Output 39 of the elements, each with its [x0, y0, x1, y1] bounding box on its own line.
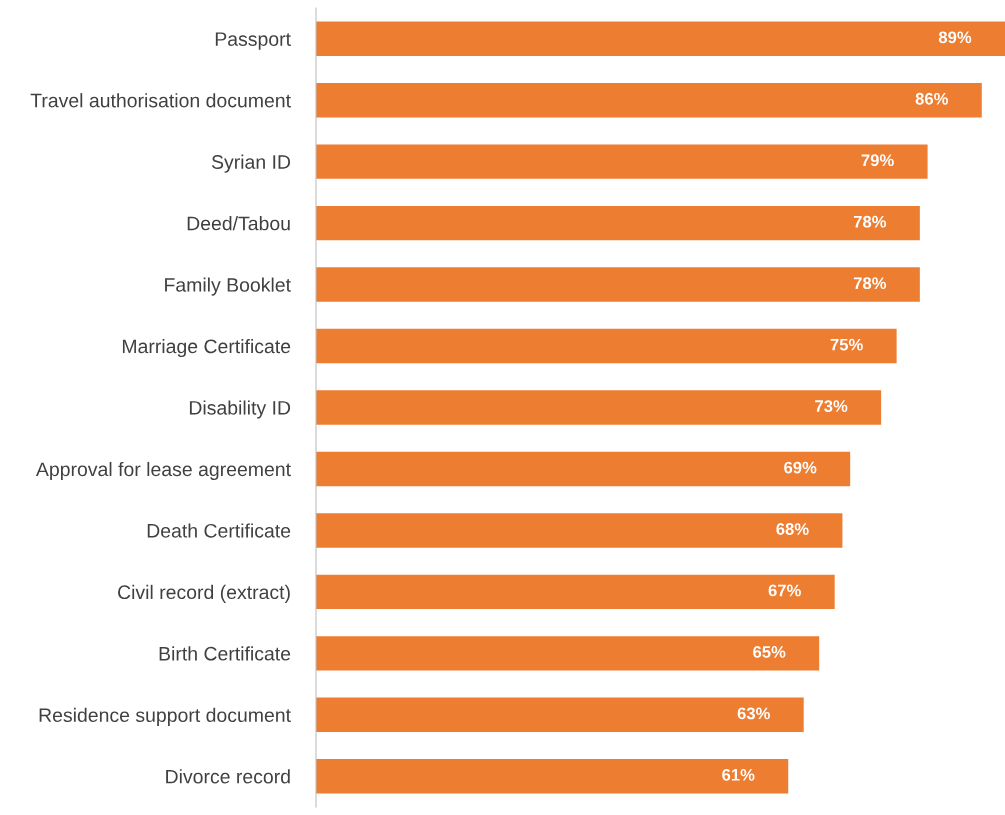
data-label: 65% [753, 646, 786, 658]
data-label: 68% [776, 523, 809, 535]
y-tick-label: Family Booklet [165, 277, 291, 296]
bar [316, 759, 789, 794]
y-tick-label: Marriage Certificate [122, 338, 291, 358]
bar [316, 21, 1005, 56]
data-label: 63% [737, 707, 770, 720]
bar [316, 144, 928, 179]
y-tick-label: Deed/Tabou [187, 216, 290, 231]
bar [316, 574, 835, 610]
y-tick-label: Divorce record [166, 769, 290, 784]
bar [316, 390, 882, 425]
bar [316, 451, 851, 487]
y-tick-label: Death Certificate [147, 523, 291, 538]
data-label: 73% [815, 400, 848, 412]
y-tick-label: Residence support document [39, 707, 291, 726]
data-label: 61% [722, 768, 755, 781]
bar [316, 513, 843, 548]
data-label: 78% [853, 215, 887, 228]
bar [316, 82, 982, 118]
bar [316, 636, 820, 671]
data-label: 86% [915, 92, 949, 105]
bar [316, 328, 897, 364]
data-label: 69% [784, 461, 817, 474]
y-tick-label: Disability ID [189, 400, 291, 419]
y-tick-label: Birth Certificate [159, 646, 291, 661]
y-tick-label: Civil record (extract) [118, 584, 290, 603]
y-tick-label: Approval for lease agreement [35, 461, 291, 481]
bar [316, 697, 804, 733]
y-tick-label: Travel authorisation document [30, 93, 291, 108]
data-label: 67% [768, 584, 801, 597]
y-tick-label: Passport [215, 32, 291, 50]
data-label: 75% [830, 338, 863, 351]
data-label: 79% [861, 154, 894, 167]
data-label: 89% [938, 31, 972, 44]
y-tick-label: Syrian ID [211, 154, 291, 173]
bar [316, 267, 920, 302]
bar [316, 205, 920, 241]
data-label: 78% [853, 277, 887, 290]
